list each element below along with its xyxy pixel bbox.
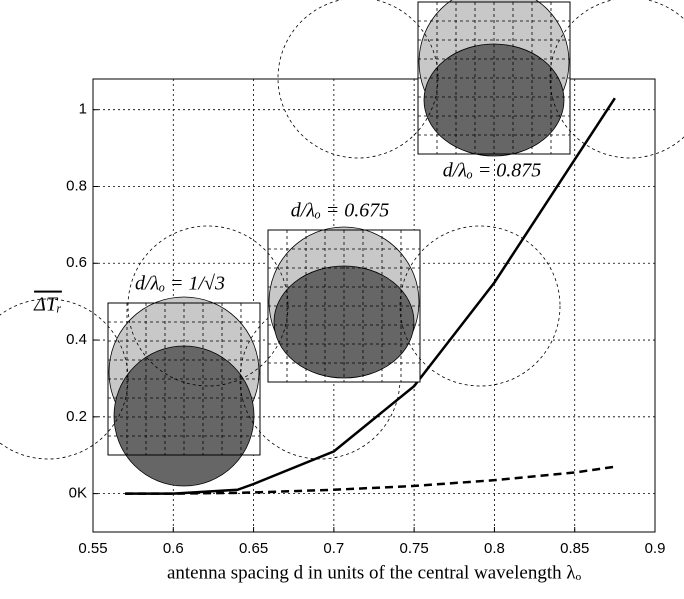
data-line [125, 465, 616, 495]
y-tick-label: 0K [69, 485, 87, 502]
y-tick-label: 1 [79, 101, 87, 118]
inset-arc [277, 0, 439, 159]
y-tick-label: 0.6 [66, 254, 87, 271]
y-tick-label: 0.2 [66, 408, 87, 425]
x-tick-label: 0.9 [645, 540, 666, 557]
x-tick-label: 0.55 [78, 540, 107, 557]
y-axis-label: ΔTᵣ [33, 294, 62, 316]
x-tick-label: 0.6 [163, 540, 184, 557]
inset-inner-circle [113, 345, 255, 487]
y-tick-label: 0.8 [66, 177, 87, 194]
annotation: d/λₒ = 0.875 [443, 160, 541, 182]
x-tick-label: 0.85 [560, 540, 589, 557]
plot-frame [92, 78, 656, 533]
x-tick-label: 0.75 [400, 540, 429, 557]
y-tick-label: 0.4 [66, 331, 87, 348]
annotation: d/λₒ = 0.675 [291, 200, 389, 222]
inset-arc [399, 225, 561, 387]
inset-frame [417, 1, 571, 155]
inset-arc [0, 298, 129, 460]
inset-frame [267, 229, 421, 383]
annotation: d/λₒ = 1/√3 [135, 273, 225, 295]
inset [0, 296, 401, 487]
inset [127, 225, 561, 387]
inset-frame [107, 302, 261, 456]
x-tick-label: 0.8 [484, 540, 505, 557]
x-axis-label: antenna spacing d in units of the centra… [167, 562, 582, 583]
x-tick-label: 0.7 [323, 540, 344, 557]
inset-arc [127, 225, 289, 387]
x-tick-label: 0.65 [239, 540, 268, 557]
inset [277, 0, 684, 159]
